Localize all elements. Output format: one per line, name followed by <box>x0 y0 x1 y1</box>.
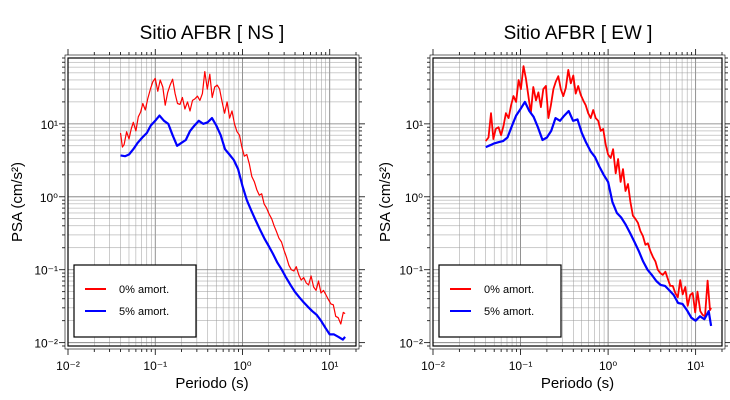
y-axis-label: PSA (cm/s²) <box>377 162 394 242</box>
legend: 0% amort. 5% amort. <box>438 264 562 338</box>
x-tick-label: 10¹ <box>321 359 338 373</box>
ticks <box>59 49 365 355</box>
series-line-2 <box>120 114 346 341</box>
chart-panel-2: 10⁻² 10⁻¹ 10⁰ 10¹ 10⁻² 10⁻¹ 10⁰ 10¹ Sitio AFBR [… <box>377 23 730 392</box>
x-tick-label: 10⁰ <box>599 359 617 373</box>
y-tick-label: 10⁻¹ <box>34 264 58 278</box>
legend-box <box>438 264 562 338</box>
chart-panel-1: 10⁻² 10⁻¹ 10⁰ 10¹ 10⁻² 10⁻¹ 10⁰ 10¹ Sitio AFBR [… <box>9 23 365 392</box>
legend-label: 0% amort. <box>119 284 169 296</box>
legend-label: 0% amort. <box>484 284 534 296</box>
chart-title: Sitio AFBR [ EW ] <box>504 23 653 44</box>
y-tick-label: 10⁻¹ <box>399 264 423 278</box>
legend-label: 5% amort. <box>119 306 169 318</box>
legend-box <box>73 264 197 338</box>
plot-outer-frame <box>429 54 726 350</box>
x-tick-label: 10⁻¹ <box>143 359 167 373</box>
y-tick-label: 10⁰ <box>405 191 423 205</box>
ticks <box>424 49 730 355</box>
y-tick-label: 10¹ <box>41 118 58 132</box>
legend: 0% amort. 5% amort. <box>73 264 197 338</box>
series-line-2 <box>485 100 713 327</box>
plot-frame <box>67 57 357 347</box>
x-tick-label: 10⁻² <box>56 359 80 373</box>
gridlines <box>432 57 723 347</box>
y-tick-label: 10⁻² <box>399 337 423 351</box>
series-line-1 <box>484 65 712 318</box>
x-axis-label: Periodo (s) <box>175 375 248 392</box>
y-tick-label: 10⁻² <box>34 337 58 351</box>
y-tick-label: 10¹ <box>406 118 423 132</box>
plot-outer-frame <box>64 54 360 350</box>
plot-frame <box>432 57 723 347</box>
legend-label: 5% amort. <box>484 306 534 318</box>
series-line-1 <box>119 71 346 325</box>
gridlines <box>67 57 357 347</box>
x-tick-label: 10⁻¹ <box>509 359 533 373</box>
x-tick-label: 10⁻² <box>421 359 445 373</box>
chart-title: Sitio AFBR [ NS ] <box>140 23 285 44</box>
x-tick-label: 10⁰ <box>233 359 251 373</box>
y-axis-label: PSA (cm/s²) <box>9 162 26 242</box>
y-tick-label: 10⁰ <box>40 191 58 205</box>
x-axis-label: Periodo (s) <box>541 375 614 392</box>
x-tick-label: 10¹ <box>687 359 704 373</box>
